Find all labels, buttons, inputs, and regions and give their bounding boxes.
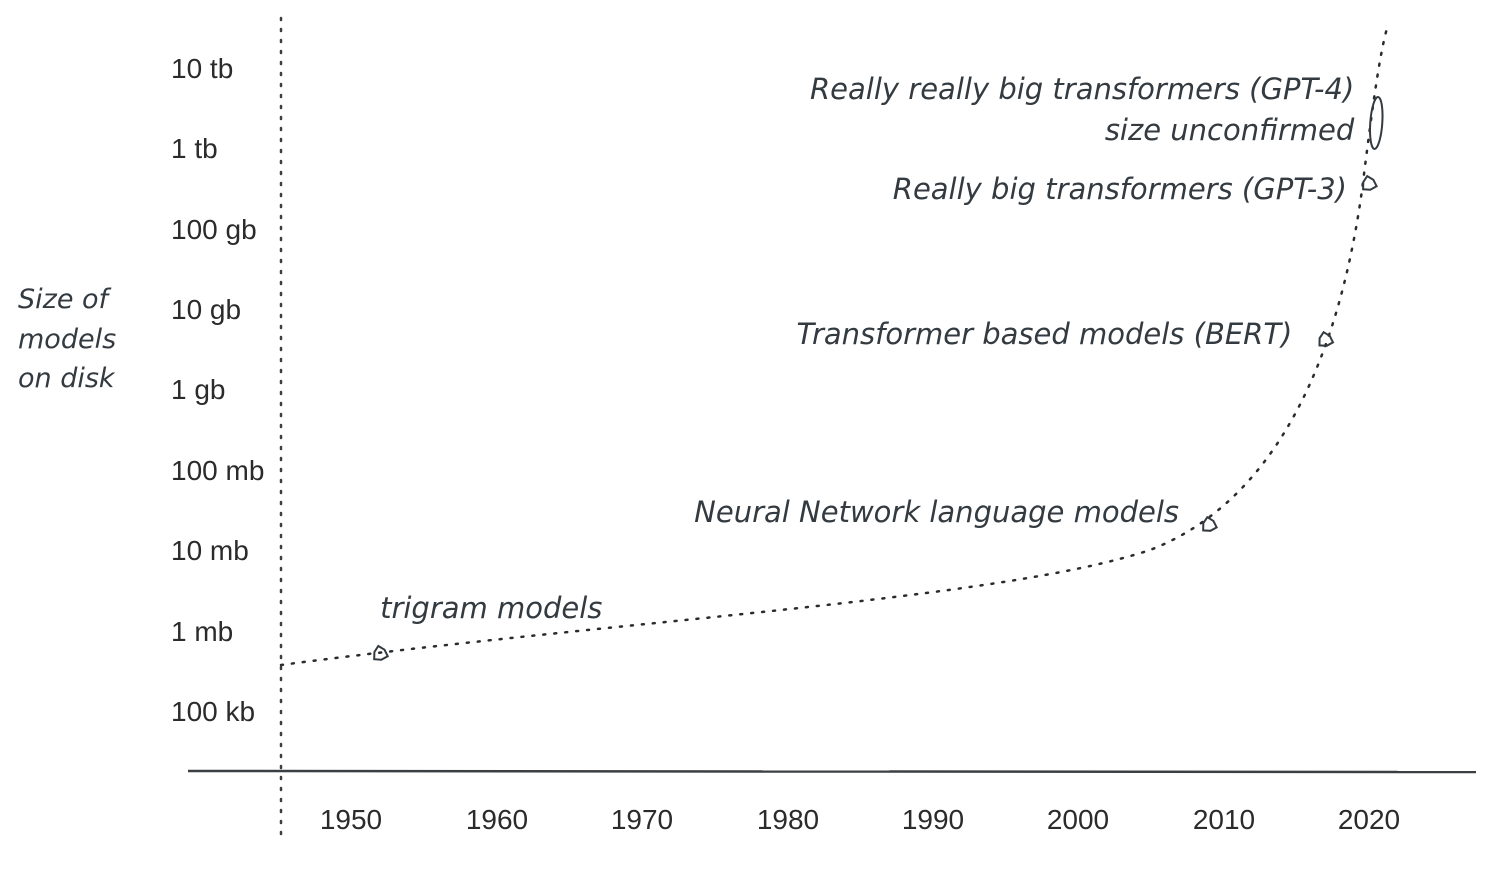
- trend-curve: [279, 23, 1390, 667]
- y-tick-label: 100 gb: [171, 214, 257, 245]
- point-annotation: Really really big transformers (GPT-4) si…: [810, 72, 1355, 147]
- x-tick-label: 2010: [1193, 804, 1255, 835]
- point-annotation: trigram models: [380, 591, 602, 625]
- point-annotation: Transformer based models (BERT): [797, 317, 1293, 351]
- point-annotation-line: Transformer based models (BERT): [797, 317, 1293, 351]
- data-point: [1362, 174, 1378, 191]
- point-annotation-line: Neural Network language models: [694, 495, 1179, 529]
- y-tick-labels: 10 tb 1 tb 100 gb 10 gb 1 gb 100 mb 10 m…: [171, 53, 264, 727]
- y-axis-label-line-1: Size of: [18, 284, 112, 315]
- x-tick-label: 1980: [757, 804, 819, 835]
- data-points: trigram models Neural Network language mo…: [373, 72, 1384, 661]
- x-tick-label: 1950: [320, 804, 382, 835]
- data-point: [1202, 515, 1219, 532]
- point-annotation: Really big transformers (GPT-3): [893, 172, 1347, 206]
- data-point: [1369, 96, 1384, 150]
- x-tick-label: 1970: [611, 804, 673, 835]
- x-tick-labels: 1950 1960 1970 1980 1990 2000 2010 2020: [320, 804, 1400, 835]
- point-annotation: Neural Network language models: [694, 495, 1179, 529]
- y-tick-label: 10 gb: [171, 294, 241, 325]
- y-tick-label: 100 mb: [171, 455, 264, 486]
- x-axis: [187, 769, 1477, 774]
- point-annotation-line: Really big transformers (GPT-3): [893, 172, 1347, 206]
- y-axis-label-line-2: models: [18, 324, 116, 355]
- y-tick-label: 10 mb: [171, 535, 249, 566]
- y-tick-label: 1 tb: [171, 133, 218, 164]
- y-axis-label: Size of models on disk: [18, 284, 125, 394]
- point-annotation-line: trigram models: [380, 591, 602, 625]
- y-tick-label: 100 kb: [171, 696, 255, 727]
- y-tick-label: 1 mb: [171, 616, 233, 647]
- data-point: [373, 644, 390, 661]
- x-tick-label: 2000: [1047, 804, 1109, 835]
- y-tick-label: 1 gb: [171, 374, 226, 405]
- y-axis-label-line-3: on disk: [18, 363, 116, 394]
- point-annotation-line: Really really big transformers (GPT-4): [810, 72, 1354, 106]
- x-tick-label: 2020: [1338, 804, 1400, 835]
- x-tick-label: 1960: [466, 804, 528, 835]
- data-point: [1318, 330, 1335, 347]
- y-tick-label: 10 tb: [171, 53, 233, 84]
- x-tick-label: 1990: [902, 804, 964, 835]
- point-annotation-line: size unconfirmed: [1105, 113, 1355, 147]
